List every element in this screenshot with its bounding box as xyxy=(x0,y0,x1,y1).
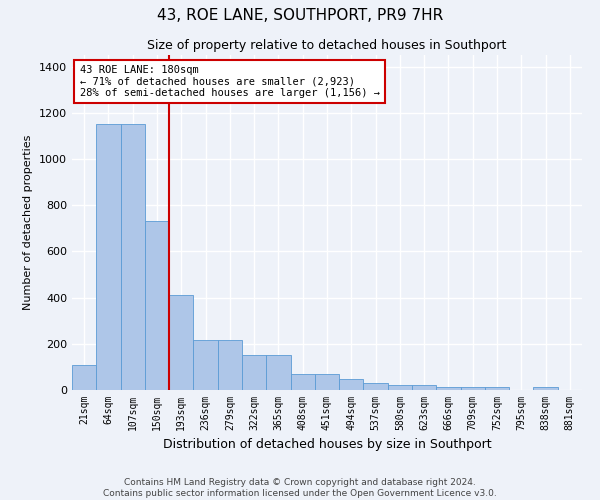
Bar xyxy=(121,124,145,390)
Bar xyxy=(533,386,558,390)
Y-axis label: Number of detached properties: Number of detached properties xyxy=(23,135,34,310)
Text: Contains HM Land Registry data © Crown copyright and database right 2024.
Contai: Contains HM Land Registry data © Crown c… xyxy=(103,478,497,498)
Bar xyxy=(218,340,242,390)
Bar xyxy=(96,124,121,390)
Bar xyxy=(364,383,388,390)
Bar xyxy=(72,364,96,390)
X-axis label: Distribution of detached houses by size in Southport: Distribution of detached houses by size … xyxy=(163,438,491,452)
Bar xyxy=(193,340,218,390)
Bar xyxy=(412,386,436,390)
Bar xyxy=(436,386,461,390)
Bar xyxy=(169,296,193,390)
Bar xyxy=(339,379,364,390)
Text: 43, ROE LANE, SOUTHPORT, PR9 7HR: 43, ROE LANE, SOUTHPORT, PR9 7HR xyxy=(157,8,443,22)
Bar xyxy=(485,386,509,390)
Title: Size of property relative to detached houses in Southport: Size of property relative to detached ho… xyxy=(148,40,506,52)
Bar xyxy=(242,356,266,390)
Bar xyxy=(388,386,412,390)
Bar xyxy=(145,222,169,390)
Text: 43 ROE LANE: 180sqm
← 71% of detached houses are smaller (2,923)
28% of semi-det: 43 ROE LANE: 180sqm ← 71% of detached ho… xyxy=(80,65,380,98)
Bar xyxy=(290,374,315,390)
Bar xyxy=(266,356,290,390)
Bar xyxy=(461,386,485,390)
Bar xyxy=(315,374,339,390)
